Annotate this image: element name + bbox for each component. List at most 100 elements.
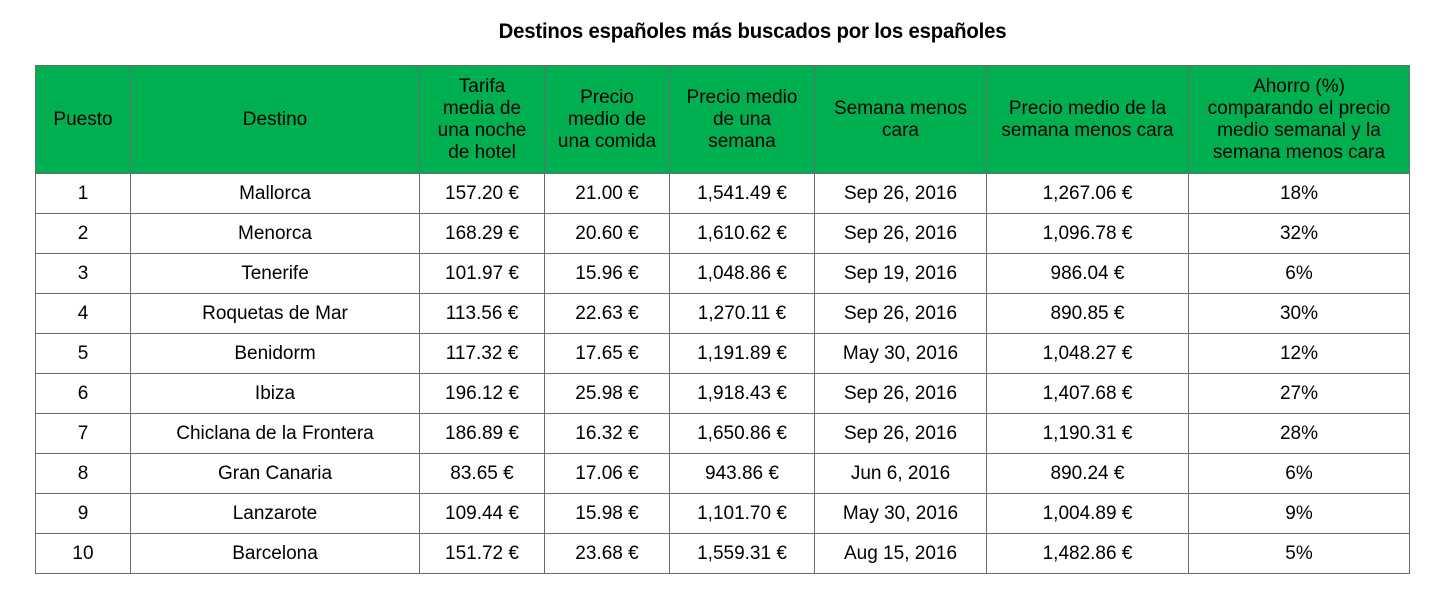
cell-semana-menos-cara: Sep 26, 2016 (814, 173, 987, 214)
cell-destino: Roquetas de Mar (130, 293, 420, 334)
header-precio-semana: Precio medio de una semana (669, 65, 815, 174)
cell-semana-menos-cara: Sep 26, 2016 (814, 293, 987, 334)
cell-puesto: 7 (35, 413, 131, 454)
header-row: Puesto Destino Tarifa media de una noche… (35, 65, 1410, 174)
cell-destino: Tenerife (130, 253, 420, 294)
cell-precio-semana: 1,270.11 € (669, 293, 815, 334)
cell-precio-comida: 17.06 € (544, 453, 670, 494)
cell-semana-menos-cara: Sep 26, 2016 (814, 213, 987, 254)
cell-ahorro: 6% (1188, 453, 1410, 494)
cell-tarifa-hotel: 186.89 € (419, 413, 545, 454)
cell-precio-semana: 1,191.89 € (669, 333, 815, 374)
cell-puesto: 8 (35, 453, 131, 494)
cell-precio-semana-menos-cara: 986.04 € (986, 253, 1189, 294)
cell-precio-semana-menos-cara: 1,004.89 € (986, 493, 1189, 534)
cell-puesto: 10 (35, 533, 131, 574)
table-row: 1 Mallorca 157.20 €21.00 €1,541.49 € Sep 26… (35, 173, 1410, 214)
cell-precio-semana: 1,559.31 € (669, 533, 815, 574)
cell-precio-semana: 1,101.70 € (669, 493, 815, 534)
cell-tarifa-hotel: 109.44 € (419, 493, 545, 534)
cell-destino: Ibiza (130, 373, 420, 414)
table-row: 10 Barcelona 151.72 €23.68 €1,559.31 € Aug … (35, 533, 1410, 574)
cell-destino: Benidorm (130, 333, 420, 374)
cell-puesto: 5 (35, 333, 131, 374)
cell-ahorro: 5% (1188, 533, 1410, 574)
cell-tarifa-hotel: 101.97 € (419, 253, 545, 294)
cell-destino: Lanzarote (130, 493, 420, 534)
table-row: 4 Roquetas de Mar 113.56 €22.63 €1,270.11 … (35, 293, 1410, 334)
cell-semana-menos-cara: Sep 26, 2016 (814, 413, 987, 454)
cell-precio-comida: 15.98 € (544, 493, 670, 534)
table-row: 9 Lanzarote 109.44 €15.98 €1,101.70 € May 3… (35, 493, 1410, 534)
cell-precio-comida: 23.68 € (544, 533, 670, 574)
cell-precio-semana-menos-cara: 1,482.86 € (986, 533, 1189, 574)
cell-destino: Menorca (130, 213, 420, 254)
cell-ahorro: 30% (1188, 293, 1410, 334)
cell-ahorro: 27% (1188, 373, 1410, 414)
cell-puesto: 9 (35, 493, 131, 534)
table-row: 8 Gran Canaria 83.65 €17.06 €943.86 € Jun 6… (35, 453, 1410, 494)
cell-tarifa-hotel: 168.29 € (419, 213, 545, 254)
cell-precio-semana-menos-cara: 1,407.68 € (986, 373, 1189, 414)
destinations-table: Puesto Destino Tarifa media de una noche… (35, 65, 1410, 574)
cell-precio-semana: 1,048.86 € (669, 253, 815, 294)
cell-precio-comida: 15.96 € (544, 253, 670, 294)
cell-precio-semana-menos-cara: 1,190.31 € (986, 413, 1189, 454)
cell-tarifa-hotel: 151.72 € (419, 533, 545, 574)
cell-semana-menos-cara: May 30, 2016 (814, 493, 987, 534)
cell-precio-semana-menos-cara: 1,096.78 € (986, 213, 1189, 254)
page-title: Destinos españoles más buscados por los … (498, 20, 1007, 43)
header-precio-semana-menos-cara: Precio medio de la semana menos cara (986, 65, 1189, 174)
cell-ahorro: 18% (1188, 173, 1410, 214)
cell-precio-comida: 22.63 € (544, 293, 670, 334)
cell-ahorro: 28% (1188, 413, 1410, 454)
cell-semana-menos-cara: May 30, 2016 (814, 333, 987, 374)
header-puesto: Puesto (35, 65, 131, 174)
cell-precio-comida: 25.98 € (544, 373, 670, 414)
cell-precio-comida: 16.32 € (544, 413, 670, 454)
cell-precio-semana-menos-cara: 890.85 € (986, 293, 1189, 334)
cell-precio-comida: 17.65 € (544, 333, 670, 374)
cell-tarifa-hotel: 117.32 € (419, 333, 545, 374)
cell-destino: Chiclana de la Frontera (130, 413, 420, 454)
cell-precio-semana-menos-cara: 890.24 € (986, 453, 1189, 494)
table-row: 6 Ibiza 196.12 €25.98 €1,918.43 € Sep 26, 2… (35, 373, 1410, 414)
cell-ahorro: 12% (1188, 333, 1410, 374)
cell-tarifa-hotel: 157.20 € (419, 173, 545, 214)
cell-puesto: 4 (35, 293, 131, 334)
cell-precio-comida: 20.60 € (544, 213, 670, 254)
cell-precio-semana: 1,610.62 € (669, 213, 815, 254)
header-precio-comida: Precio medio de una comida (544, 65, 670, 174)
cell-puesto: 3 (35, 253, 131, 294)
table-row: 7 Chiclana de la Frontera 186.89 €16.32 € 1… (35, 413, 1410, 454)
cell-precio-comida: 21.00 € (544, 173, 670, 214)
header-destino: Destino (130, 65, 420, 174)
table-row: 2 Menorca 168.29 €20.60 €1,610.62 € Sep 26,… (35, 213, 1410, 254)
cell-semana-menos-cara: Sep 26, 2016 (814, 373, 987, 414)
table-row: 3 Tenerife 101.97 €15.96 €1,048.86 € Sep 19… (35, 253, 1410, 294)
cell-ahorro: 6% (1188, 253, 1410, 294)
cell-semana-menos-cara: Aug 15, 2016 (814, 533, 987, 574)
table-row: 5 Benidorm 117.32 €17.65 €1,191.89 € May 30… (35, 333, 1410, 374)
table-body: 1 Mallorca 157.20 €21.00 €1,541.49 € Sep 26… (35, 173, 1410, 574)
cell-tarifa-hotel: 83.65 € (419, 453, 545, 494)
cell-puesto: 1 (35, 173, 131, 214)
cell-precio-semana: 943.86 € (669, 453, 815, 494)
cell-ahorro: 32% (1188, 213, 1410, 254)
cell-destino: Barcelona (130, 533, 420, 574)
cell-puesto: 2 (35, 213, 131, 254)
cell-puesto: 6 (35, 373, 131, 414)
cell-precio-semana-menos-cara: 1,267.06 € (986, 173, 1189, 214)
cell-semana-menos-cara: Sep 19, 2016 (814, 253, 987, 294)
cell-semana-menos-cara: Jun 6, 2016 (814, 453, 987, 494)
header-tarifa-hotel: Tarifa media de una noche de hotel (419, 65, 545, 174)
header-ahorro: Ahorro (%) comparando el precio medio se… (1188, 65, 1410, 174)
cell-destino: Gran Canaria (130, 453, 420, 494)
cell-destino: Mallorca (130, 173, 420, 214)
cell-tarifa-hotel: 196.12 € (419, 373, 545, 414)
cell-precio-semana: 1,541.49 € (669, 173, 815, 214)
cell-precio-semana: 1,918.43 € (669, 373, 815, 414)
cell-tarifa-hotel: 113.56 € (419, 293, 545, 334)
cell-ahorro: 9% (1188, 493, 1410, 534)
header-semana-menos-cara: Semana menos cara (814, 65, 987, 174)
